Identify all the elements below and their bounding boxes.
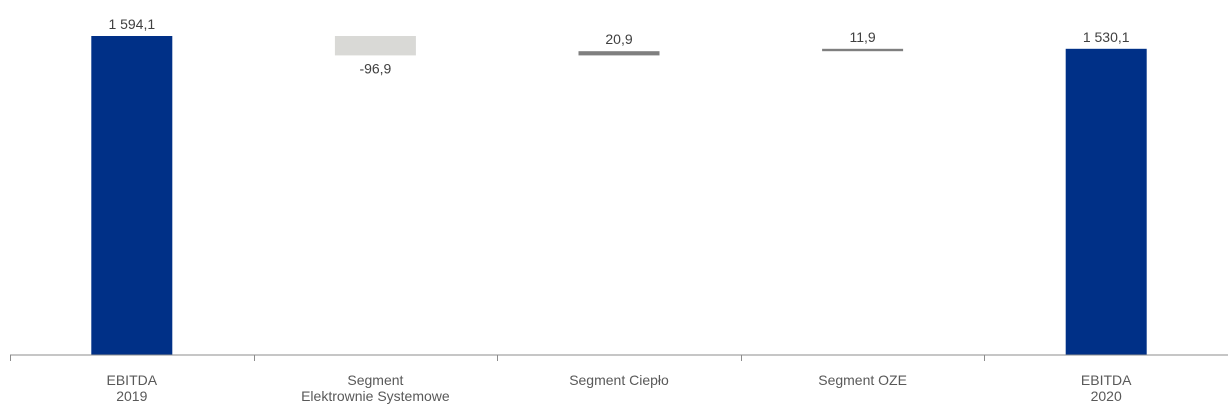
bar-2: [578, 51, 660, 56]
category-label-2: Segment Ciepło: [569, 372, 669, 388]
value-label-1: -96,9: [359, 60, 391, 76]
value-label-4: 1 530,1: [1083, 29, 1130, 45]
value-label-0: 1 594,1: [108, 16, 155, 32]
category-label-0: EBITDA 2019: [107, 372, 158, 404]
category-label-1: Segment Elektrownie Systemowe: [301, 372, 450, 404]
bar-3: [822, 48, 904, 52]
bar-0: [91, 36, 173, 355]
category-label-line: EBITDA: [107, 372, 158, 388]
value-labels-group: 1 594,1 -96,9 20,9 11,9 1 530,1: [108, 16, 1129, 76]
bar-1: [334, 36, 416, 56]
bars-group: [91, 36, 1147, 356]
category-label-line: EBITDA: [1081, 372, 1132, 388]
category-label-line: 2019: [116, 388, 147, 404]
category-label-line: Segment OZE: [818, 372, 907, 388]
value-label-2: 20,9: [605, 31, 632, 47]
bar-4: [1065, 48, 1147, 356]
value-label-3: 11,9: [849, 29, 875, 45]
category-label-line: 2020: [1091, 388, 1122, 404]
category-label-line: Segment Ciepło: [569, 372, 669, 388]
category-label-line: Segment: [347, 372, 403, 388]
category-label-line: Elektrownie Systemowe: [301, 388, 450, 404]
category-label-3: Segment OZE: [818, 372, 907, 388]
x-axis-ticks: [10, 355, 985, 361]
category-label-4: EBITDA 2020: [1081, 372, 1132, 404]
